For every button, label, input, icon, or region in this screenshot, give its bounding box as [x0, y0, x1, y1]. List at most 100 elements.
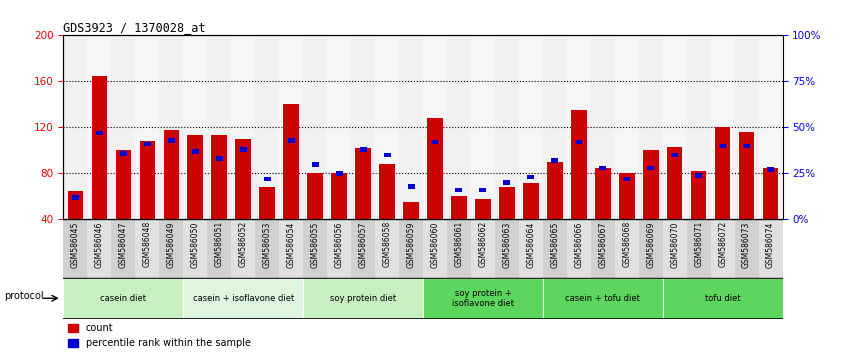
- Bar: [767, 167, 774, 172]
- Bar: [543, 219, 567, 278]
- Bar: [255, 219, 279, 278]
- Bar: [575, 140, 582, 144]
- Bar: [495, 219, 519, 278]
- Text: GSM586055: GSM586055: [310, 221, 320, 268]
- Bar: [711, 219, 734, 278]
- Bar: [447, 219, 471, 278]
- Bar: [303, 35, 327, 219]
- Bar: [647, 166, 654, 170]
- Text: casein + isoflavone diet: casein + isoflavone diet: [193, 294, 294, 303]
- Bar: [667, 147, 683, 219]
- Text: GDS3923 / 1370028_at: GDS3923 / 1370028_at: [63, 21, 206, 34]
- Bar: [144, 142, 151, 146]
- Bar: [423, 219, 447, 278]
- Bar: [163, 130, 179, 219]
- Bar: [87, 219, 112, 278]
- Text: GSM586063: GSM586063: [503, 221, 511, 268]
- Bar: [135, 35, 159, 219]
- Text: GSM586053: GSM586053: [263, 221, 272, 268]
- Bar: [307, 173, 323, 219]
- Text: GSM586067: GSM586067: [598, 221, 607, 268]
- Bar: [427, 118, 442, 219]
- Text: GSM586059: GSM586059: [407, 221, 415, 268]
- Bar: [360, 147, 366, 152]
- Text: GSM586074: GSM586074: [766, 221, 775, 268]
- Bar: [455, 188, 463, 192]
- Bar: [495, 35, 519, 219]
- Bar: [63, 278, 184, 319]
- Bar: [260, 187, 275, 219]
- Bar: [662, 35, 687, 219]
- Bar: [408, 184, 415, 189]
- Bar: [351, 35, 375, 219]
- Bar: [734, 35, 759, 219]
- Bar: [734, 219, 759, 278]
- Bar: [212, 136, 227, 219]
- Bar: [423, 278, 543, 319]
- Bar: [567, 35, 591, 219]
- Bar: [571, 110, 586, 219]
- Bar: [279, 35, 303, 219]
- Bar: [303, 278, 423, 319]
- Text: GSM586066: GSM586066: [574, 221, 583, 268]
- Text: casein + tofu diet: casein + tofu diet: [565, 294, 640, 303]
- Bar: [184, 278, 303, 319]
- Bar: [207, 35, 231, 219]
- Text: soy protein diet: soy protein diet: [330, 294, 396, 303]
- Text: GSM586047: GSM586047: [119, 221, 128, 268]
- Bar: [691, 171, 706, 219]
- Text: soy protein +
isoflavone diet: soy protein + isoflavone diet: [452, 289, 514, 308]
- Bar: [591, 219, 615, 278]
- Bar: [288, 138, 294, 143]
- Text: GSM586058: GSM586058: [382, 221, 392, 268]
- Text: GSM586050: GSM586050: [191, 221, 200, 268]
- Bar: [379, 164, 395, 219]
- Text: GSM586065: GSM586065: [551, 221, 559, 268]
- Text: GSM586048: GSM586048: [143, 221, 151, 268]
- Bar: [687, 219, 711, 278]
- Bar: [159, 219, 184, 278]
- Bar: [63, 219, 87, 278]
- Bar: [207, 219, 231, 278]
- Bar: [624, 177, 630, 181]
- Bar: [715, 127, 730, 219]
- Text: GSM586057: GSM586057: [359, 221, 367, 268]
- Bar: [351, 219, 375, 278]
- Text: protocol: protocol: [4, 291, 44, 301]
- Bar: [332, 173, 347, 219]
- Bar: [447, 35, 471, 219]
- Bar: [519, 35, 543, 219]
- Bar: [639, 35, 662, 219]
- Bar: [527, 175, 535, 179]
- Bar: [687, 35, 711, 219]
- Text: GSM586052: GSM586052: [239, 221, 248, 268]
- Bar: [116, 150, 131, 219]
- Bar: [168, 138, 175, 143]
- Text: GSM586072: GSM586072: [718, 221, 727, 268]
- Bar: [662, 278, 783, 319]
- Bar: [547, 162, 563, 219]
- Text: GSM586054: GSM586054: [287, 221, 295, 268]
- Bar: [112, 35, 135, 219]
- Bar: [662, 219, 687, 278]
- Bar: [120, 151, 127, 155]
- Bar: [135, 219, 159, 278]
- Bar: [96, 131, 103, 135]
- Bar: [72, 195, 79, 200]
- Bar: [711, 35, 734, 219]
- Text: tofu diet: tofu diet: [705, 294, 740, 303]
- Bar: [671, 153, 678, 157]
- Bar: [192, 149, 199, 154]
- Bar: [383, 153, 391, 157]
- Bar: [643, 150, 658, 219]
- Bar: [303, 219, 327, 278]
- Bar: [431, 140, 438, 144]
- Bar: [255, 35, 279, 219]
- Bar: [759, 219, 783, 278]
- Bar: [375, 219, 399, 278]
- Text: GSM586062: GSM586062: [479, 221, 487, 268]
- Bar: [184, 219, 207, 278]
- Text: GSM586046: GSM586046: [95, 221, 104, 268]
- Bar: [112, 219, 135, 278]
- Bar: [599, 166, 607, 170]
